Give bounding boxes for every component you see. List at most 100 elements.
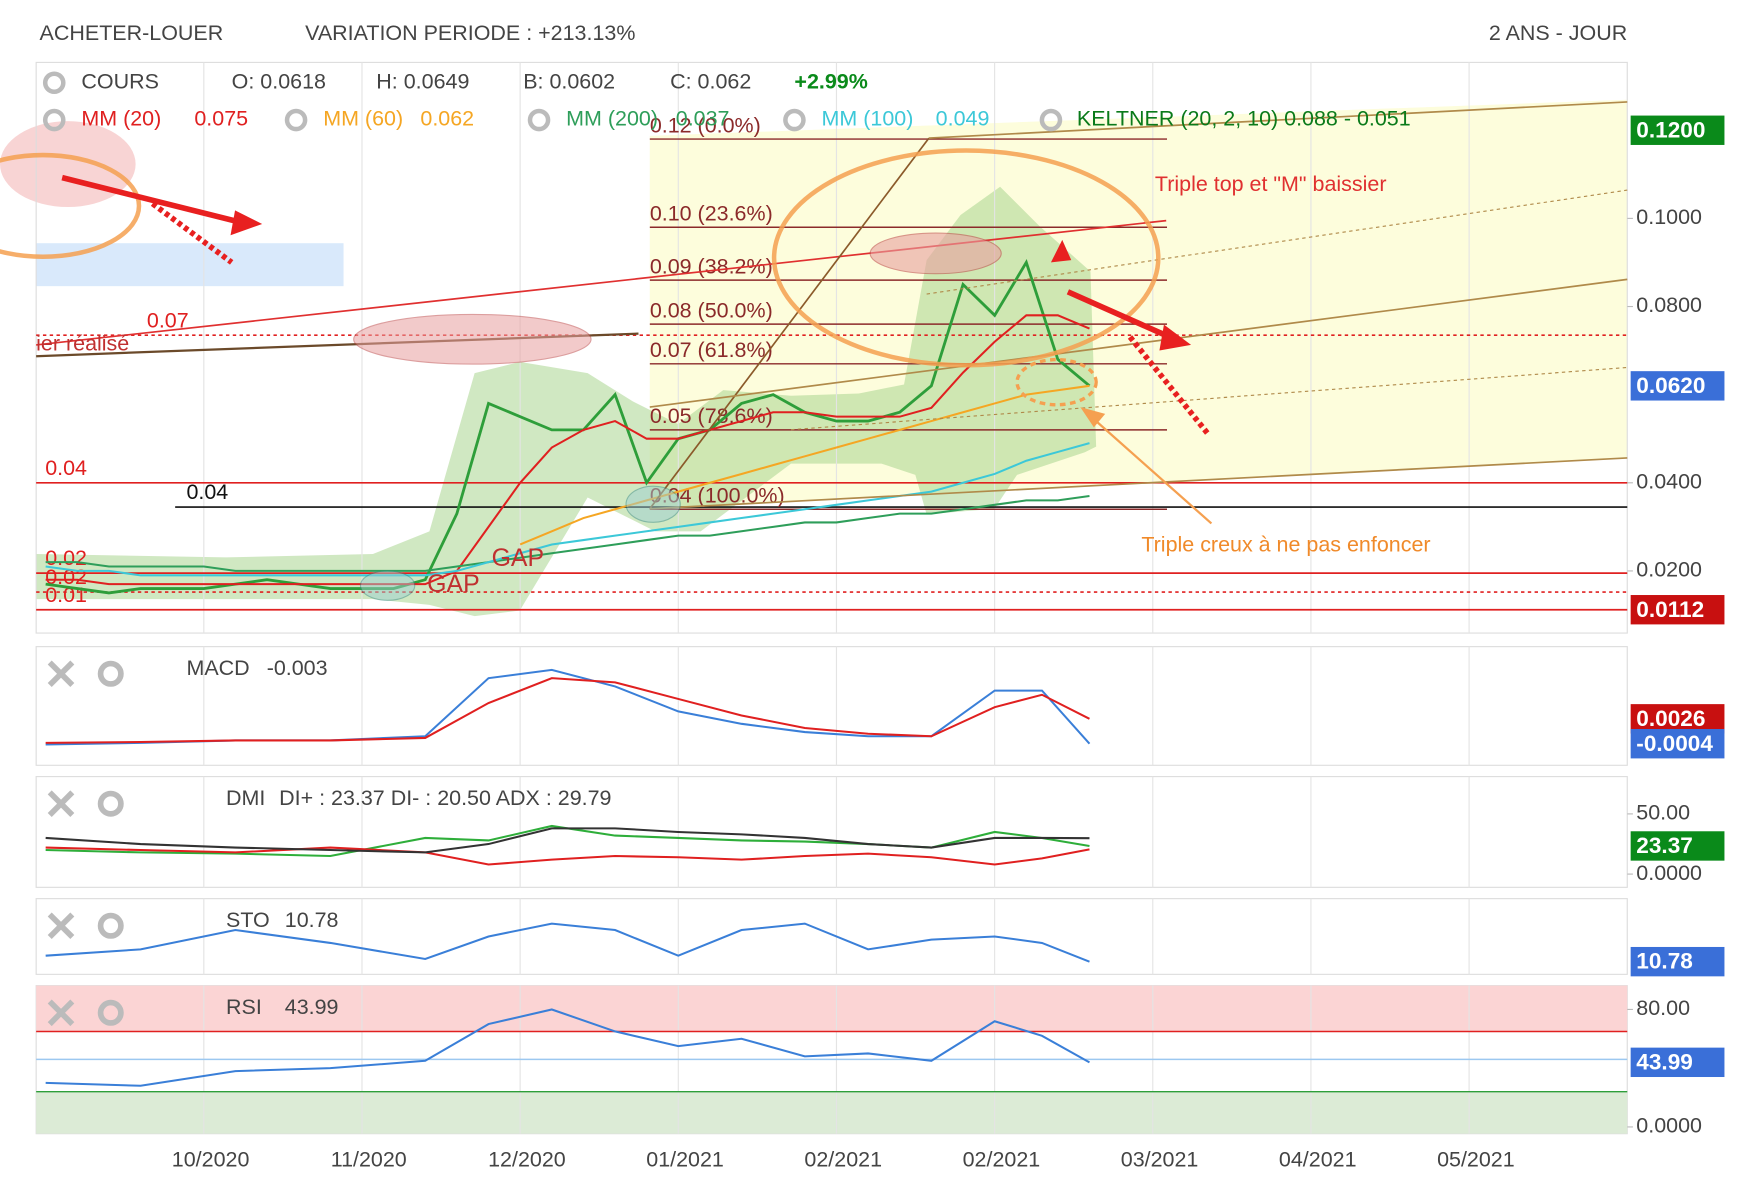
- indicator-title: STO: [226, 908, 270, 932]
- change: +2.99%: [794, 69, 867, 93]
- keltner-band: [36, 186, 1097, 617]
- close: C: 0.062: [670, 69, 751, 93]
- arrow: [1127, 335, 1212, 438]
- gear-icon[interactable]: [527, 108, 551, 132]
- level-label: 0.04: [186, 480, 228, 504]
- icon-close[interactable]: [47, 660, 75, 688]
- series-line: [45, 827, 1090, 854]
- price-marker: [1630, 115, 1725, 145]
- highlight: [625, 485, 681, 523]
- highlight: [353, 313, 592, 365]
- x-tick-label: 10/2020: [172, 1147, 250, 1171]
- gear-icon[interactable]: [97, 912, 124, 939]
- gear-icon[interactable]: [42, 71, 66, 95]
- cours-label: COURS: [81, 69, 159, 93]
- icon-close[interactable]: [47, 912, 75, 940]
- highlight: [359, 570, 416, 601]
- highlight-circle: [0, 152, 142, 260]
- gear-icon[interactable]: [783, 108, 806, 132]
- header: ACHETER-LOUER VARIATION PERIODE : +213.1…: [40, 21, 1627, 132]
- gear-icon[interactable]: [284, 108, 308, 132]
- legend-name: MM (20): [81, 107, 161, 131]
- low: B: 0.0602: [523, 69, 615, 93]
- highlight-zone: [36, 243, 344, 287]
- icon-close[interactable]: [47, 790, 75, 818]
- price-marker-label: 0.1200: [1636, 117, 1705, 142]
- series-line: [45, 259, 1091, 595]
- price-marker: [1630, 831, 1725, 861]
- x-tick-label: 02/2021: [963, 1147, 1041, 1171]
- trend-line: [649, 137, 930, 510]
- period: 2 ANS - JOUR: [1489, 21, 1627, 45]
- gear-icon[interactable]: [97, 790, 124, 817]
- arrow: [61, 174, 244, 226]
- trend-line: [649, 457, 1628, 510]
- trend-line: [926, 189, 1628, 295]
- indicator-value: 43.99: [285, 995, 339, 1019]
- y-tick-label: 0.0400: [1636, 469, 1702, 493]
- price-marker-label: 0.0620: [1636, 373, 1705, 398]
- triple-top-circle: [771, 148, 1161, 368]
- trend-line: [790, 366, 1628, 431]
- y-tick-label: 0.0000: [1636, 1114, 1702, 1138]
- indicator-title: DMI: [226, 786, 265, 810]
- arrow: [150, 201, 234, 265]
- y-tick-label: 0.0200: [1636, 558, 1702, 582]
- indicator-text: DI+ : 23.37 DI- : 20.50 ADX : 29.79: [279, 786, 611, 810]
- y-tick-label: 0.1000: [1636, 205, 1702, 229]
- x-tick-label: 02/2021: [804, 1147, 882, 1171]
- oversold-zone: [36, 1091, 1628, 1134]
- y-tick-label: 80.00: [1636, 996, 1690, 1020]
- price-marker: [1630, 946, 1725, 977]
- series-line: [45, 314, 1090, 586]
- series-line: [45, 494, 1090, 572]
- gear-icon[interactable]: [1039, 108, 1063, 132]
- series-line: [45, 922, 1090, 963]
- annotation: GAP: [427, 570, 480, 598]
- price-marker-label: 0.0112: [1636, 597, 1704, 622]
- annotation: ier réalisé: [36, 332, 129, 356]
- fib-label: 0.07 (61.8%): [650, 338, 773, 362]
- indicator-title: RSI: [226, 995, 262, 1019]
- price-marker: [1630, 1047, 1725, 1078]
- icon-close[interactable]: [47, 999, 75, 1027]
- legend-name: MM (200): [566, 107, 658, 131]
- price-marker: [1630, 371, 1725, 401]
- series-line: [45, 442, 1090, 577]
- level-label: 0.02: [45, 546, 87, 570]
- triple-bottom-circle: [1015, 357, 1098, 407]
- legend-value: 0.062: [420, 107, 474, 131]
- open: O: 0.0618: [232, 69, 326, 93]
- overbought-zone: [36, 985, 1628, 1032]
- pointer: [1089, 415, 1213, 525]
- x-tick-label: 11/2020: [331, 1147, 407, 1171]
- price-marker-label: 43.99: [1636, 1049, 1693, 1074]
- annotation-shapes: Triple top et "M" baissier Triple creux …: [0, 101, 1628, 601]
- gear-icon[interactable]: [97, 660, 124, 687]
- legend-value: 0.037: [676, 107, 730, 131]
- panel-frame: [35, 61, 1628, 634]
- arrow-head: [1080, 407, 1106, 428]
- y-tick-label: 50.00: [1636, 801, 1690, 825]
- trend-line: [928, 101, 1628, 139]
- gear-icon[interactable]: [42, 108, 66, 132]
- high: H: 0.0649: [376, 69, 469, 93]
- series-line: [45, 846, 1090, 866]
- y-tick-label: 0.0000: [1636, 861, 1702, 885]
- annotation: Triple top et "M" baissier: [1155, 172, 1387, 196]
- panel-frame: [35, 776, 1628, 888]
- x-tick-label: 04/2021: [1279, 1147, 1357, 1171]
- gear-icon[interactable]: [97, 999, 124, 1026]
- price-marker-label: 10.78: [1636, 949, 1693, 974]
- series-line: [45, 677, 1090, 744]
- annotation: GAP: [492, 544, 544, 572]
- keltner-legend: KELTNER (20, 2, 10) 0.088 - 0.051: [1077, 107, 1411, 131]
- chart-title: ACHETER-LOUER: [40, 21, 224, 45]
- x-tick-label: 03/2021: [1121, 1147, 1199, 1171]
- fib-label: 0.10 (23.6%): [650, 201, 773, 225]
- legend-value: 0.049: [936, 107, 990, 131]
- series-line: [519, 384, 1090, 546]
- arrow-head: [230, 210, 263, 236]
